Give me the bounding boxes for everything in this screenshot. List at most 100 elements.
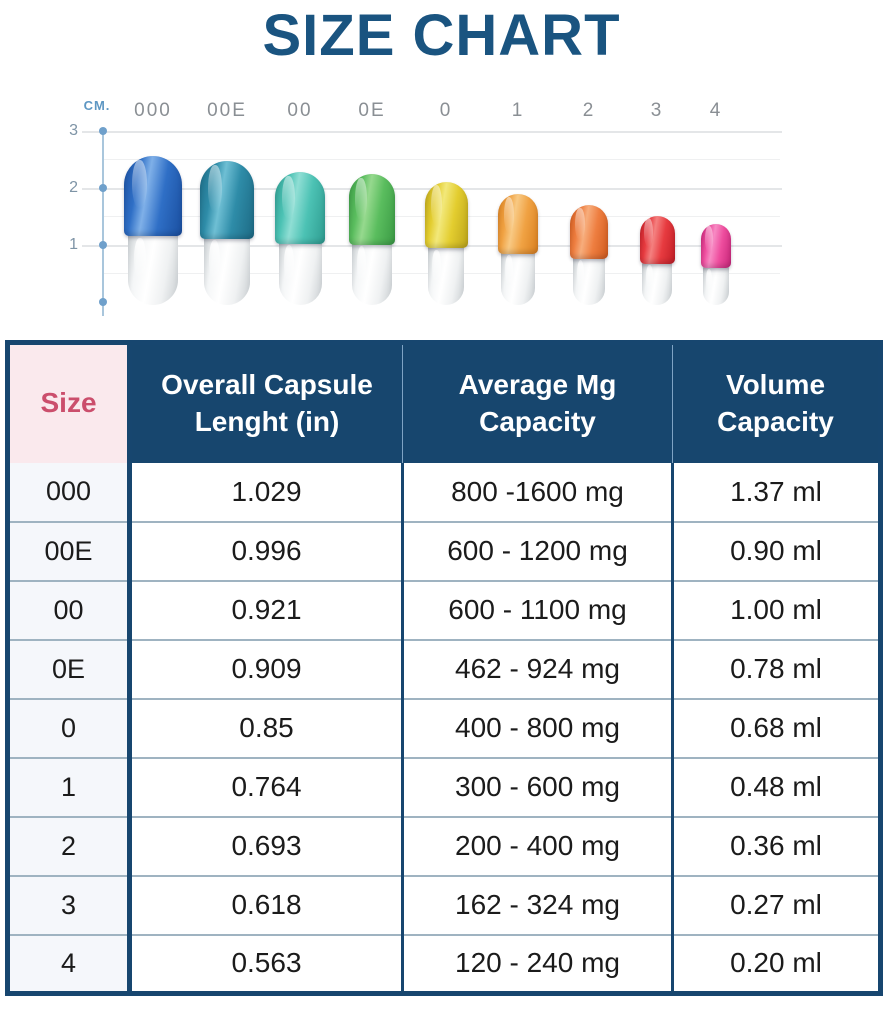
cell-mg: 162 - 324 mg <box>401 874 673 935</box>
capsule-cap <box>424 182 468 249</box>
capsule-graphic <box>424 182 468 305</box>
capsule-body <box>278 238 322 305</box>
capsule-cap <box>200 161 254 239</box>
axis-tick-label-2: 2 <box>69 179 78 196</box>
table-row: 00 0.921 600 - 1100 mg 1.00 ml <box>7 579 881 640</box>
capsule-size-label: 1 <box>511 100 525 121</box>
cell-mg: 200 - 400 mg <box>401 815 673 876</box>
cell-length: 1.029 <box>129 462 403 522</box>
gridline-3cm <box>82 131 782 133</box>
capsule-body <box>703 264 729 305</box>
capsule-graphic <box>570 205 608 305</box>
cell-size: 0E <box>7 638 132 699</box>
cell-mg: 800 -1600 mg <box>401 462 673 522</box>
capsule-size-label: 4 <box>709 100 723 121</box>
axis-tick-label-3: 3 <box>69 122 78 139</box>
cell-volume: 0.78 ml <box>671 638 881 699</box>
capsule-graphic <box>200 161 254 305</box>
capsule-graphic <box>639 216 675 305</box>
capsule-graphic <box>701 224 731 305</box>
capsule-cap <box>124 156 182 237</box>
col-header-mg: Average Mg Capacity <box>402 342 673 463</box>
table-header-row: Size Overall Capsule Lenght (in) Average… <box>7 342 881 463</box>
cell-mg: 300 - 600 mg <box>401 756 673 817</box>
capsule-cap <box>275 172 325 244</box>
capsule-body <box>352 239 392 305</box>
cell-size: 1 <box>7 756 132 817</box>
cell-volume: 0.48 ml <box>671 756 881 817</box>
cell-volume: 0.68 ml <box>671 697 881 758</box>
capsule-body <box>203 233 251 305</box>
cell-length: 0.618 <box>129 874 403 935</box>
capsule-size-label: 000 <box>134 100 172 121</box>
cell-length: 0.764 <box>129 756 403 817</box>
axis-dot-0 <box>99 298 107 306</box>
capsule-size-label: 0 <box>439 100 453 121</box>
cell-volume: 1.00 ml <box>671 579 881 640</box>
capsule-size-table: Size Overall Capsule Lenght (in) Average… <box>5 340 883 996</box>
cell-size: 2 <box>7 815 132 876</box>
cell-size: 4 <box>7 933 132 994</box>
cell-size: 00 <box>7 579 132 640</box>
capsule-cap <box>639 216 675 265</box>
capsule-size-chart: CM. 3 2 1 000 00E <box>0 88 883 323</box>
cell-volume: 1.37 ml <box>671 462 881 522</box>
gridline-2-5cm <box>104 159 780 160</box>
col-header-length: Overall Capsule Lenght (in) <box>129 342 403 463</box>
cm-axis-line <box>102 128 104 316</box>
cell-size: 0 <box>7 697 132 758</box>
cell-length: 0.996 <box>129 520 403 581</box>
page-title: SIZE CHART <box>262 3 621 68</box>
table-row: 00E 0.996 600 - 1200 mg 0.90 ml <box>7 520 881 581</box>
cell-length: 0.85 <box>129 697 403 758</box>
axis-dot-3 <box>99 127 107 135</box>
capsule-size-label: 00 <box>287 100 313 121</box>
cell-volume: 0.36 ml <box>671 815 881 876</box>
capsule-size-label: 2 <box>582 100 596 121</box>
cell-length: 0.563 <box>129 933 403 994</box>
table-row: 000 1.029 800 -1600 mg 1.37 ml <box>7 462 881 522</box>
capsule-cap <box>701 224 731 268</box>
capsule-cap <box>498 194 538 254</box>
capsule-body <box>641 260 673 305</box>
table-row: 4 0.563 120 - 240 mg 0.20 ml <box>7 933 881 994</box>
table-row: 0 0.85 400 - 800 mg 0.68 ml <box>7 697 881 758</box>
axis-dot-2 <box>99 184 107 192</box>
capsule-body <box>128 230 178 305</box>
capsule-cap <box>349 174 395 245</box>
cell-mg: 462 - 924 mg <box>401 638 673 699</box>
axis-tick-label-1: 1 <box>69 236 78 253</box>
capsule-body <box>572 255 606 305</box>
capsule-graphic <box>124 156 182 305</box>
capsule-graphic <box>498 194 538 305</box>
cell-mg: 120 - 240 mg <box>401 933 673 994</box>
cell-mg: 600 - 1100 mg <box>401 579 673 640</box>
capsule-graphic <box>349 174 395 305</box>
capsule-graphic <box>275 172 325 305</box>
cell-size: 00E <box>7 520 132 581</box>
cell-size: 000 <box>7 462 132 522</box>
capsule-size-label: 00E <box>207 100 247 121</box>
axis-dot-1 <box>99 241 107 249</box>
cell-length: 0.693 <box>129 815 403 876</box>
cell-volume: 0.90 ml <box>671 520 881 581</box>
col-header-size: Size <box>7 342 132 463</box>
table-row: 0E 0.909 462 - 924 mg 0.78 ml <box>7 638 881 699</box>
cell-length: 0.921 <box>129 579 403 640</box>
cell-length: 0.909 <box>129 638 403 699</box>
col-header-volume: Volume Capacity <box>672 342 881 463</box>
cell-mg: 400 - 800 mg <box>401 697 673 758</box>
cell-mg: 600 - 1200 mg <box>401 520 673 581</box>
cell-size: 3 <box>7 874 132 935</box>
capsule-body <box>427 243 465 305</box>
capsule-size-label: 0E <box>358 100 386 121</box>
cell-volume: 0.27 ml <box>671 874 881 935</box>
table-row: 3 0.618 162 - 324 mg 0.27 ml <box>7 874 881 935</box>
axis-unit-label: CM. <box>83 98 111 113</box>
capsule-cap <box>570 205 608 259</box>
table-row: 1 0.764 300 - 600 mg 0.48 ml <box>7 756 881 817</box>
capsule-body <box>500 249 536 305</box>
capsule-size-label: 3 <box>650 100 664 121</box>
cell-volume: 0.20 ml <box>671 933 881 994</box>
